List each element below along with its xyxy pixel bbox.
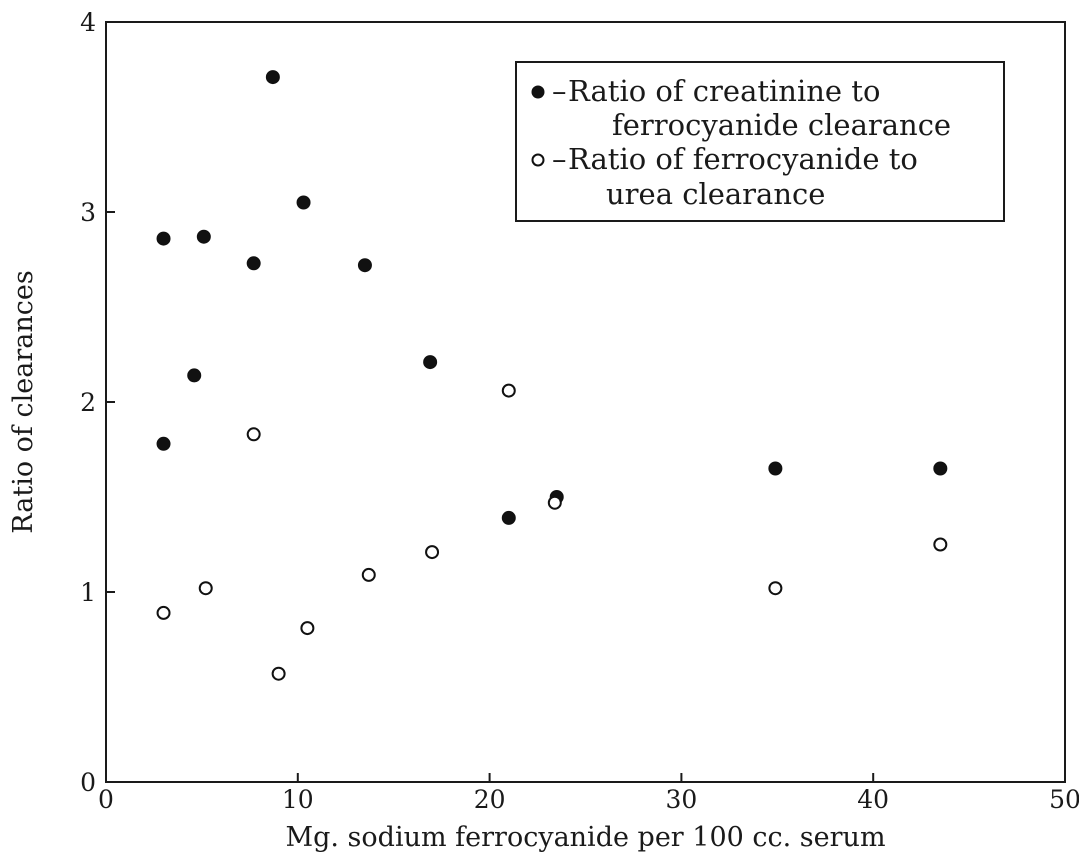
data-points bbox=[156, 70, 948, 681]
legend-filled-marker bbox=[531, 85, 545, 99]
y-axis-label: Ratio of clearances bbox=[8, 270, 39, 533]
x-tick-label: 0 bbox=[98, 785, 114, 814]
filled-data-point bbox=[768, 461, 783, 476]
legend-label-line: urea clearance bbox=[606, 177, 825, 211]
legend-box bbox=[515, 61, 1005, 222]
legend-label-line: Ratio of creatinine to bbox=[568, 74, 880, 108]
open-data-point bbox=[156, 605, 171, 620]
axis-ticks bbox=[105, 21, 1066, 783]
open-data-point bbox=[361, 567, 376, 582]
filled-data-point bbox=[187, 368, 202, 383]
y-tick-label: 0 bbox=[80, 768, 96, 797]
filled-data-point bbox=[156, 436, 171, 451]
legend-dash: – bbox=[552, 142, 567, 176]
open-data-point bbox=[425, 545, 440, 560]
filled-data-point bbox=[156, 231, 171, 246]
y-tick-label: 3 bbox=[80, 198, 96, 227]
x-axis-label: Mg. sodium ferrocyanide per 100 cc. seru… bbox=[285, 822, 885, 853]
y-tick-label: 4 bbox=[80, 8, 96, 37]
x-tick-label: 40 bbox=[857, 785, 889, 814]
legend-open-marker bbox=[531, 153, 545, 167]
y-tick-label: 1 bbox=[80, 578, 96, 607]
filled-data-point bbox=[933, 461, 948, 476]
filled-data-point bbox=[296, 195, 311, 210]
x-tick-label: 30 bbox=[665, 785, 697, 814]
open-data-point bbox=[300, 621, 315, 636]
open-data-point bbox=[547, 495, 562, 510]
open-data-point bbox=[933, 537, 948, 552]
tick-labels: 0 10 20 30 40 50 0 1 2 3 4 bbox=[80, 8, 1079, 814]
filled-data-point bbox=[501, 510, 516, 525]
legend-label-line: ferrocyanide clearance bbox=[612, 108, 951, 142]
open-data-point bbox=[501, 383, 516, 398]
y-tick-label: 2 bbox=[80, 388, 96, 417]
open-data-point bbox=[768, 581, 783, 596]
open-data-point bbox=[271, 666, 286, 681]
legend-label-line: Ratio of ferrocyanide to bbox=[568, 142, 918, 176]
filled-data-point bbox=[265, 70, 280, 85]
x-tick-label: 50 bbox=[1049, 785, 1079, 814]
open-data-point bbox=[198, 581, 213, 596]
x-tick-label: 10 bbox=[282, 785, 314, 814]
filled-data-point bbox=[246, 256, 261, 271]
filled-data-point bbox=[196, 229, 211, 244]
filled-data-point bbox=[357, 258, 372, 273]
open-data-point bbox=[246, 427, 261, 442]
filled-data-point bbox=[423, 355, 438, 370]
legend-dash: – bbox=[552, 74, 567, 108]
x-tick-label: 20 bbox=[474, 785, 506, 814]
